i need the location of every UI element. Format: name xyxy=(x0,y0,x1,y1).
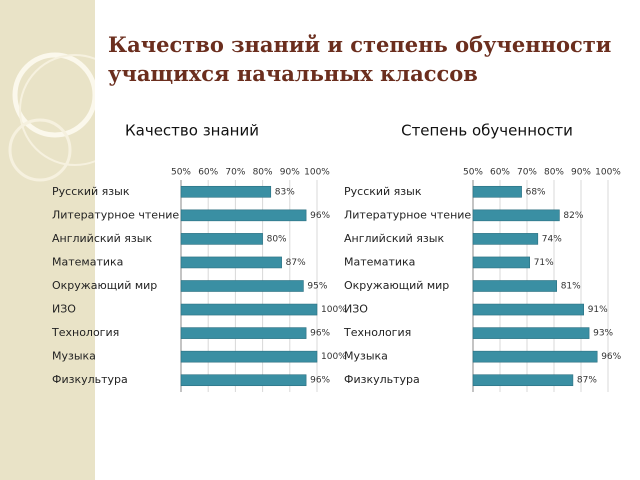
value-label: 71% xyxy=(534,258,554,268)
value-label: 96% xyxy=(601,352,621,362)
value-label: 87% xyxy=(577,376,597,386)
decor-strip xyxy=(0,0,95,480)
bar xyxy=(472,303,584,316)
x-tick-label: 50% xyxy=(463,168,483,178)
bar xyxy=(180,256,282,269)
value-label: 91% xyxy=(588,305,608,315)
x-tick-label: 50% xyxy=(171,168,191,178)
value-label: 80% xyxy=(267,234,287,244)
value-label: 96% xyxy=(310,329,330,339)
bar xyxy=(180,303,318,316)
bar xyxy=(472,209,560,222)
x-tick-label: 70% xyxy=(517,168,537,178)
value-label: 95% xyxy=(307,282,327,292)
category-label: Литературное чтение xyxy=(344,208,471,221)
bar xyxy=(180,233,263,245)
value-label: 96% xyxy=(310,376,330,386)
bar xyxy=(472,185,522,198)
chart-title: Качество знаний xyxy=(125,122,259,140)
category-label: Английский язык xyxy=(52,232,152,245)
x-tick-label: 90% xyxy=(571,168,591,178)
chart-title: Степень обученности xyxy=(401,122,573,140)
bar xyxy=(180,374,307,387)
x-tick-label: 90% xyxy=(280,168,300,178)
value-label: 96% xyxy=(310,211,330,221)
category-label: Математика xyxy=(52,255,123,268)
bar xyxy=(472,280,557,292)
category-label: Литературное чтение xyxy=(52,208,179,221)
x-tick-label: 70% xyxy=(225,168,245,178)
x-tick-label: 80% xyxy=(544,168,564,178)
bar xyxy=(472,327,590,339)
category-label: Музыка xyxy=(52,350,96,363)
category-label: Математика xyxy=(344,255,415,268)
x-tick-label: 100% xyxy=(304,168,330,178)
category-label: Физкультура xyxy=(52,373,128,386)
bar xyxy=(472,350,598,363)
value-label: 93% xyxy=(593,329,613,339)
bar xyxy=(180,327,307,339)
value-label: 87% xyxy=(286,258,306,268)
category-label: Физкультура xyxy=(344,373,420,386)
value-label: 100% xyxy=(321,352,347,362)
bar xyxy=(472,233,539,245)
category-label: ИЗО xyxy=(344,303,368,316)
x-tick-label: 60% xyxy=(490,168,510,178)
category-label: Английский язык xyxy=(344,232,444,245)
category-label: Технология xyxy=(343,326,411,339)
value-label: 83% xyxy=(275,187,295,197)
category-label: Русский язык xyxy=(344,185,422,198)
value-label: 68% xyxy=(526,187,546,197)
bar xyxy=(180,350,318,363)
category-label: Русский язык xyxy=(52,185,130,198)
category-label: Музыка xyxy=(344,350,388,363)
x-tick-label: 100% xyxy=(595,168,621,178)
value-label: 82% xyxy=(563,211,583,221)
x-tick-label: 80% xyxy=(253,168,273,178)
category-label: Окружающий мир xyxy=(344,279,449,292)
category-label: ИЗО xyxy=(52,303,76,316)
bar xyxy=(472,374,574,387)
category-label: Окружающий мир xyxy=(52,279,157,292)
category-label: Технология xyxy=(51,326,119,339)
bar xyxy=(180,185,272,198)
value-label: 100% xyxy=(321,305,347,315)
x-tick-label: 60% xyxy=(198,168,218,178)
slide-title: Качество знаний и степень обученности уч… xyxy=(108,32,612,86)
value-label: 81% xyxy=(561,282,581,292)
bar xyxy=(180,209,307,222)
value-label: 74% xyxy=(542,234,562,244)
bar xyxy=(472,256,531,269)
bar xyxy=(180,280,304,292)
